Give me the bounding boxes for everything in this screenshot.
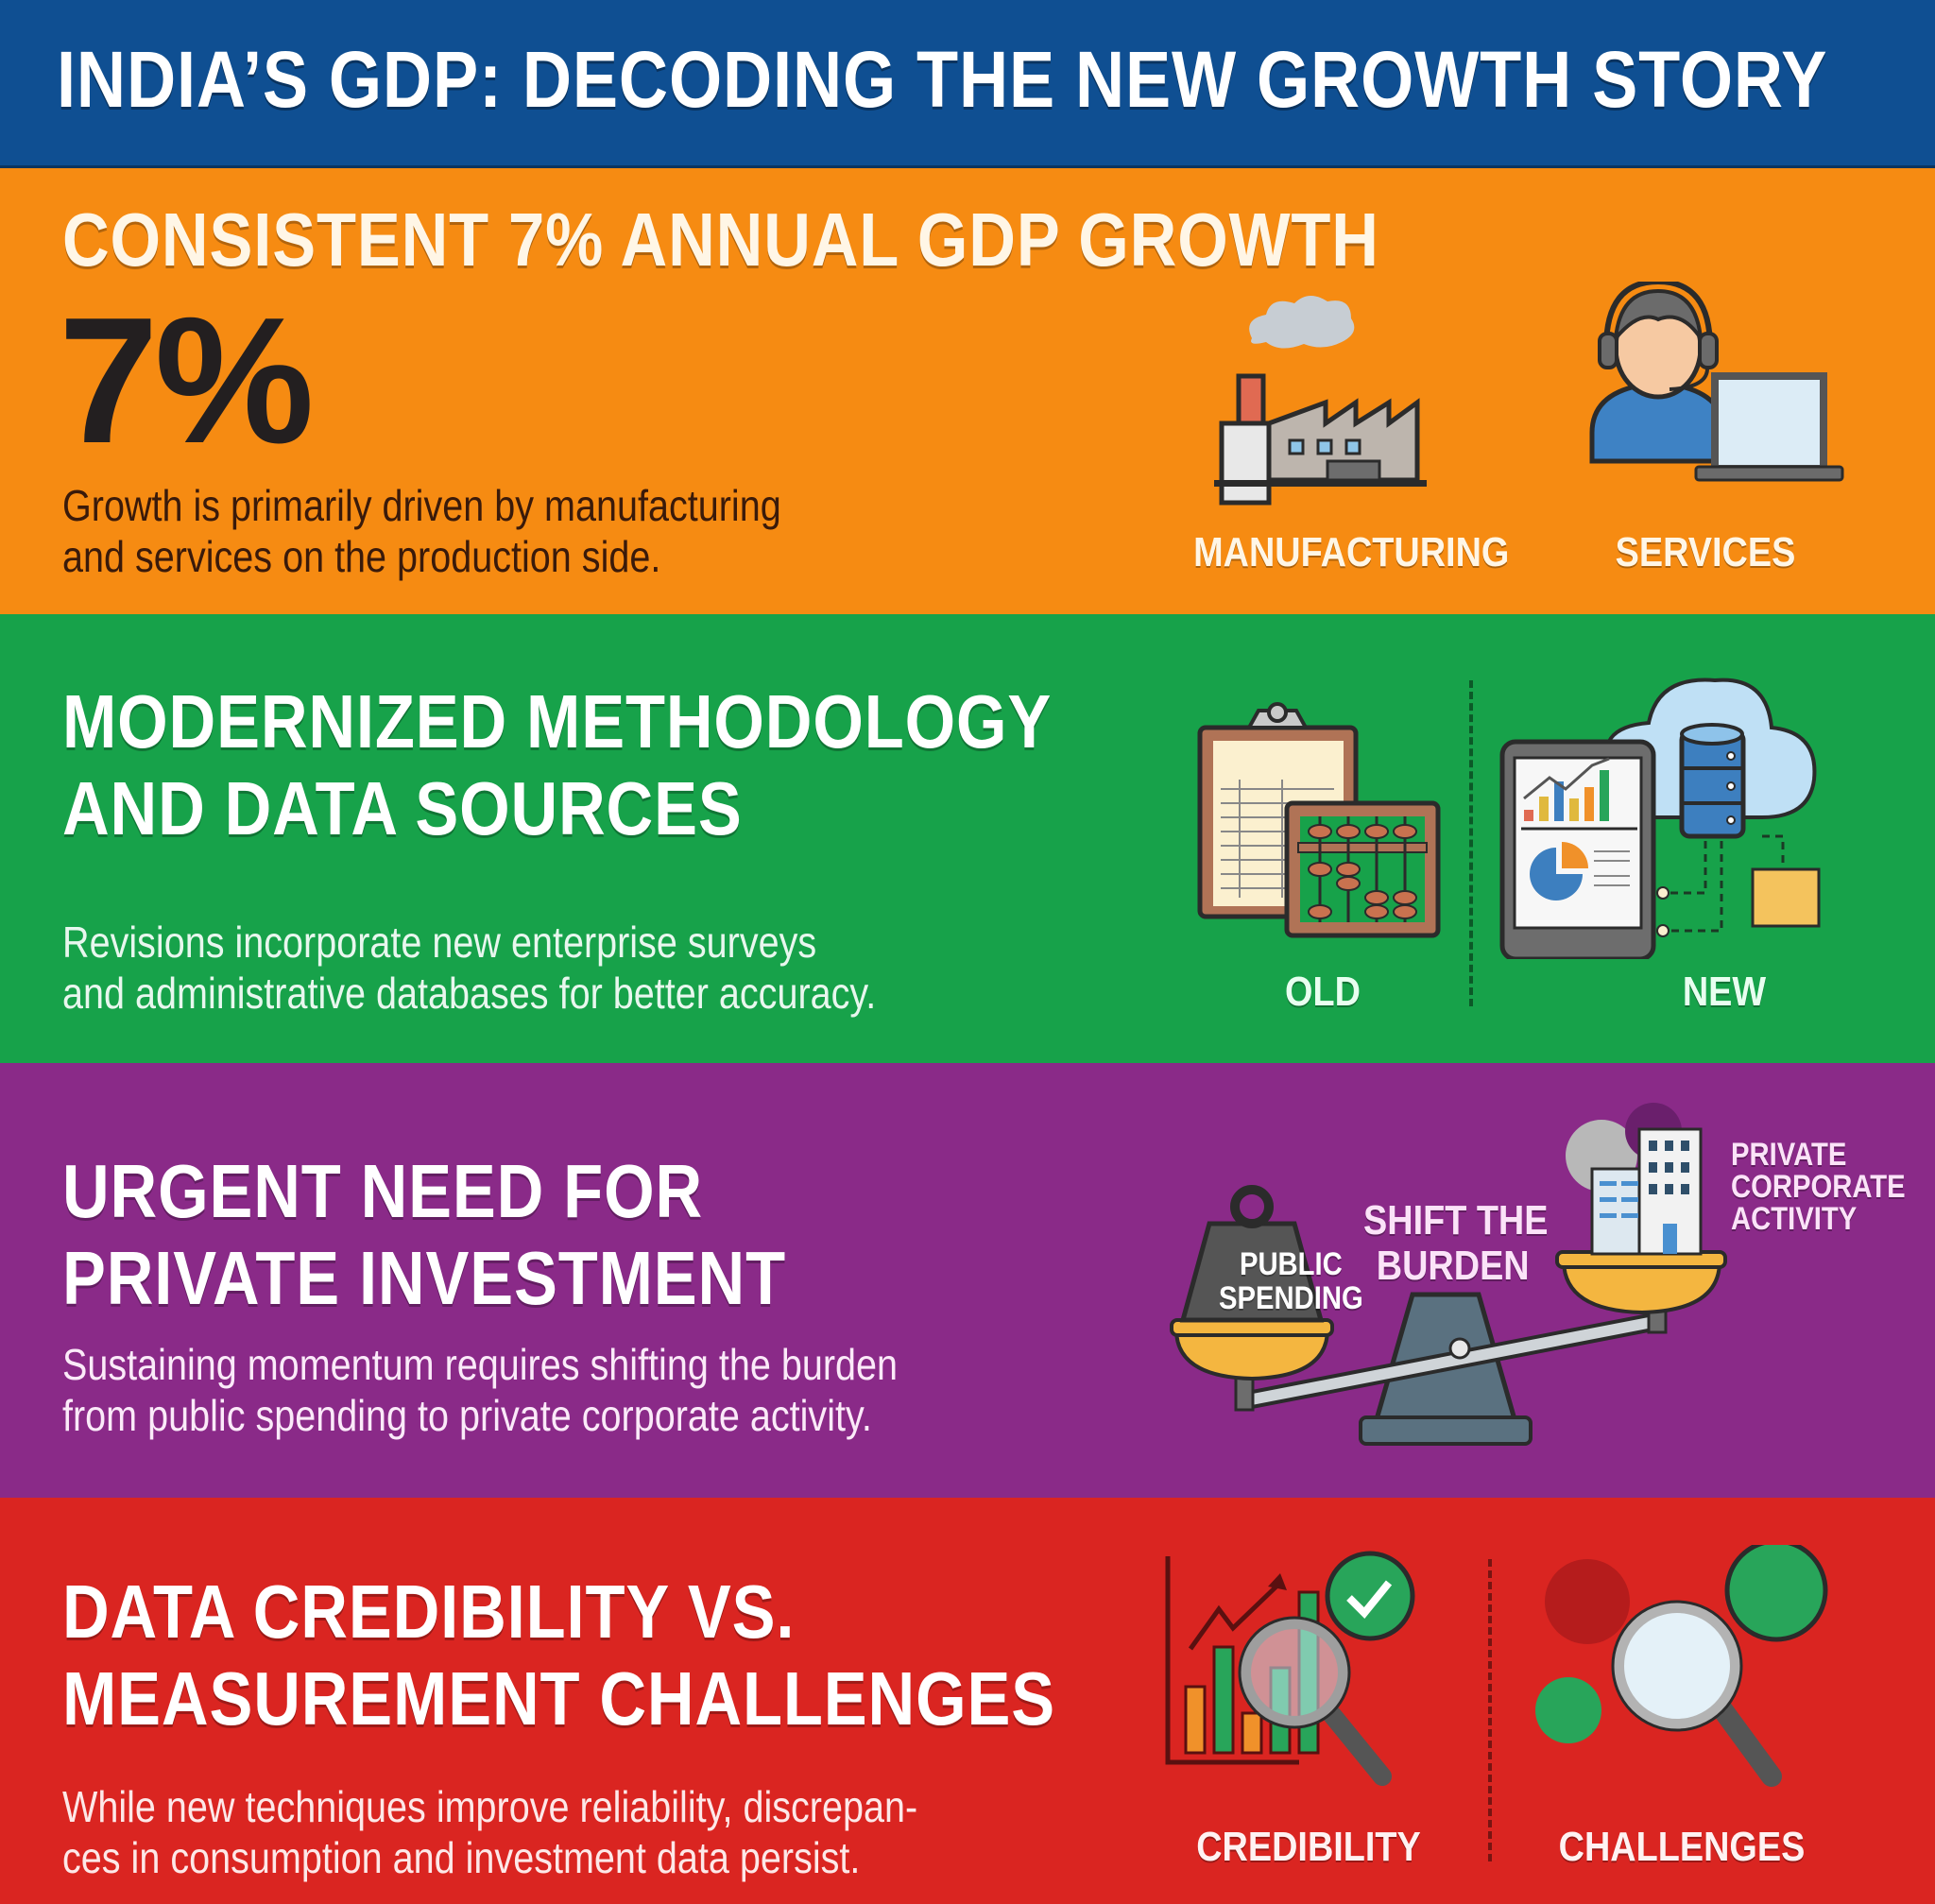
section-body: Revisions incorporate new enterprise sur… [62, 917, 876, 1019]
body-line: While new techniques improve reliability… [62, 1782, 918, 1831]
header-banner: INDIA’S GDP: DECODING THE NEW GROWTH STO… [0, 0, 1935, 168]
chart-magnifier-check-icon [1165, 1551, 1415, 1786]
seesaw-scale-icon [1170, 1103, 1727, 1446]
divider [1469, 680, 1473, 1006]
growth-stat: 7% [59, 281, 315, 481]
body-line: and administrative databases for better … [62, 969, 877, 1018]
section-growth: CONSISTENT 7% ANNUAL GDP GROWTH 7% Growt… [0, 168, 1935, 614]
public-spending-label: PUBLIC SPENDING [1219, 1246, 1363, 1316]
factory-icon [1214, 295, 1427, 506]
body-line: Growth is primarily driven by manufactur… [62, 481, 781, 530]
heading-line: AND DATA SOURCES [62, 766, 743, 850]
divider [1488, 1559, 1492, 1861]
magnifier-icon [1535, 1545, 1828, 1787]
challenges-label: CHALLENGES [1558, 1824, 1806, 1870]
body-line: from public spending to private corporat… [62, 1391, 872, 1440]
section-methodology: MODERNIZED METHODOLOGY AND DATA SOURCES … [0, 614, 1935, 1063]
tablet-cloud-database-icon [1499, 678, 1821, 959]
section-body: Growth is primarily driven by manufactur… [62, 480, 781, 582]
credibility-label: CREDIBILITY [1196, 1824, 1421, 1870]
body-line: Sustaining momentum requires shifting th… [62, 1340, 898, 1389]
section-investment: URGENT NEED FOR PRIVATE INVESTMENT Susta… [0, 1063, 1935, 1498]
private-corporate-label: PRIVATE CORPORATE ACTIVITY [1731, 1137, 1906, 1237]
body-line: ces in consumption and investment data p… [62, 1833, 861, 1882]
body-line: Revisions incorporate new enterprise sur… [62, 918, 817, 967]
heading-line: URGENT NEED FOR [62, 1149, 703, 1233]
support-agent-icon [1589, 282, 1844, 482]
heading-line: PRIVATE INVESTMENT [62, 1236, 786, 1320]
body-line: and services on the production side. [62, 532, 661, 581]
old-label: OLD [1285, 969, 1361, 1015]
new-label: NEW [1682, 969, 1767, 1015]
section-heading: URGENT NEED FOR PRIVATE INVESTMENT [62, 1148, 786, 1322]
section-heading: MODERNIZED METHODOLOGY AND DATA SOURCES [62, 678, 1052, 852]
page-title: INDIA’S GDP: DECODING THE NEW GROWTH STO… [57, 35, 1828, 124]
heading-line: MODERNIZED METHODOLOGY [62, 679, 1053, 763]
section-body: While new techniques improve reliability… [62, 1781, 917, 1883]
section-body: Sustaining momentum requires shifting th… [62, 1339, 898, 1441]
section-heading: DATA CREDIBILITY VS. MEASUREMENT CHALLEN… [62, 1569, 1055, 1742]
section-heading: CONSISTENT 7% ANNUAL GDP GROWTH [62, 197, 1379, 282]
shift-burden-label: SHIFT THE BURDEN [1363, 1197, 1549, 1289]
heading-line: MEASUREMENT CHALLENGES [62, 1656, 1055, 1741]
section-credibility: DATA CREDIBILITY VS. MEASUREMENT CHALLEN… [0, 1498, 1935, 1904]
services-label: SERVICES [1615, 529, 1796, 575]
clipboard-abacus-icon [1197, 702, 1441, 938]
manufacturing-label: MANUFACTURING [1193, 529, 1510, 575]
heading-line: DATA CREDIBILITY VS. [62, 1570, 796, 1654]
